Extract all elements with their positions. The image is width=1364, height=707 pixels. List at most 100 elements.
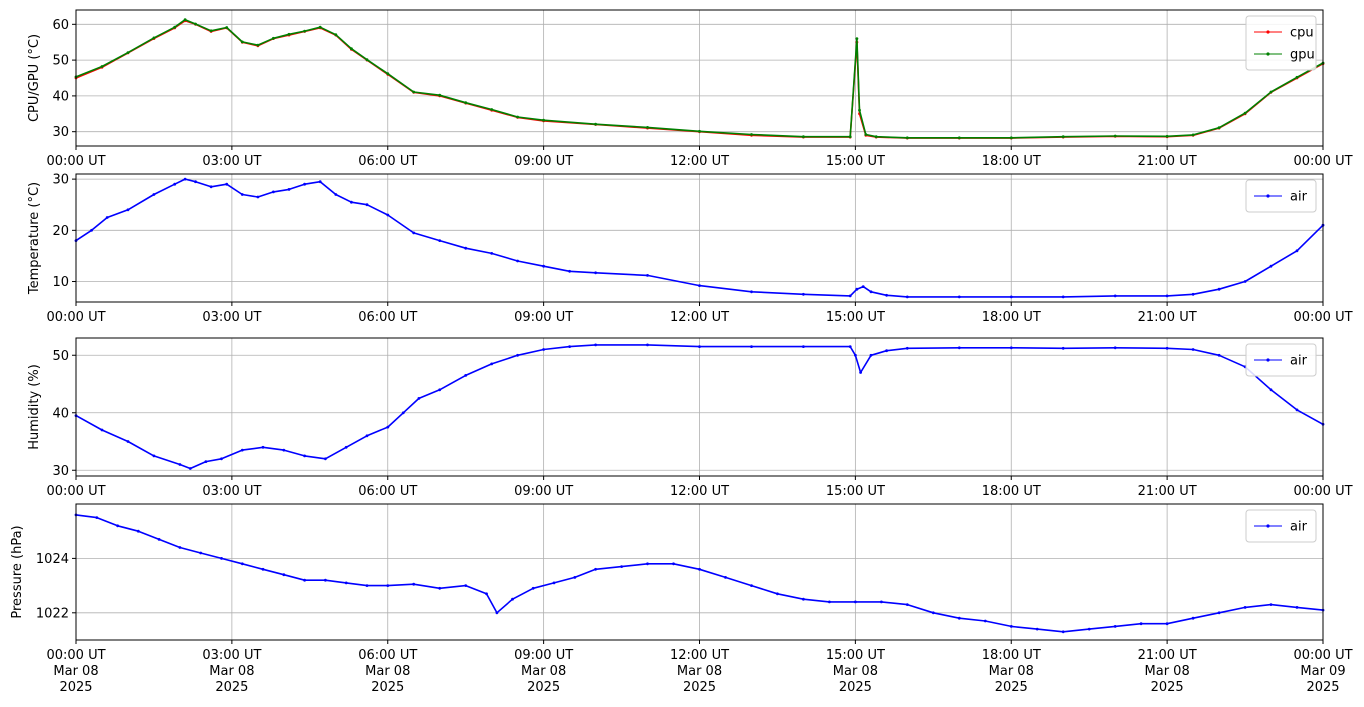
data-point-air bbox=[646, 562, 649, 566]
data-point-air bbox=[464, 584, 468, 587]
data-point-air bbox=[957, 346, 961, 350]
data-point-air bbox=[90, 228, 93, 232]
data-point-air bbox=[157, 538, 161, 541]
data-point-gpu bbox=[412, 90, 416, 94]
data-point-air bbox=[490, 252, 494, 255]
data-point-gpu bbox=[287, 32, 291, 36]
y-tick-label: 60 bbox=[52, 18, 69, 33]
legend: air bbox=[1245, 509, 1317, 543]
data-point-air bbox=[776, 592, 779, 596]
y-tick-label: 1024 bbox=[36, 552, 69, 567]
legend-swatch-marker bbox=[1266, 194, 1270, 198]
data-point-air bbox=[1113, 625, 1117, 628]
y-tick-label: 50 bbox=[52, 54, 69, 69]
data-point-air bbox=[802, 292, 805, 296]
data-point-gpu bbox=[194, 22, 197, 26]
data-point-air bbox=[1269, 264, 1273, 268]
data-point-air bbox=[303, 578, 306, 582]
data-point-air bbox=[698, 284, 701, 287]
y-axis-label: Pressure (hPa) bbox=[10, 525, 25, 618]
data-point-gpu bbox=[1243, 111, 1247, 115]
data-point-air bbox=[620, 565, 623, 568]
data-point-gpu bbox=[516, 115, 519, 119]
data-point-air bbox=[869, 290, 873, 294]
data-point-gpu bbox=[802, 135, 805, 139]
data-point-air bbox=[1087, 627, 1091, 631]
data-point-air bbox=[855, 287, 859, 291]
legend: cpu gpu bbox=[1245, 15, 1317, 71]
x-tick-label: 00:00 UT bbox=[1293, 310, 1352, 325]
x-tick-label: 15:00 UT bbox=[826, 484, 885, 499]
data-point-air bbox=[365, 203, 369, 207]
x-tick-label: 15:00 UT bbox=[826, 310, 885, 325]
legend-box bbox=[1245, 15, 1317, 71]
x-tick-label: 18:00 UT bbox=[982, 484, 1041, 499]
y-tick-label: 30 bbox=[52, 173, 69, 188]
data-point-gpu bbox=[334, 33, 338, 37]
data-point-air bbox=[885, 349, 888, 353]
x-tick-label: 18:00 UT bbox=[982, 310, 1041, 325]
data-point-air bbox=[905, 603, 909, 606]
legend: air bbox=[1245, 179, 1317, 213]
data-point-air bbox=[256, 195, 260, 199]
x-tick-label: 15:00 UT bbox=[826, 154, 885, 169]
data-point-air bbox=[698, 567, 701, 571]
data-point-gpu bbox=[1295, 75, 1299, 79]
data-point-air bbox=[282, 448, 286, 452]
data-point-air bbox=[365, 584, 369, 587]
data-point-air bbox=[438, 239, 442, 243]
data-point-air bbox=[324, 457, 327, 461]
data-point-air bbox=[344, 445, 348, 449]
data-point-air bbox=[531, 586, 535, 590]
data-point-air bbox=[750, 584, 753, 587]
data-point-air bbox=[1217, 353, 1221, 357]
data-point-air bbox=[225, 182, 229, 186]
y-tick-label: 30 bbox=[52, 464, 69, 479]
data-point-gpu bbox=[1217, 126, 1221, 130]
data-point-air bbox=[183, 177, 187, 181]
data-point-air bbox=[1217, 287, 1221, 291]
data-point-gpu bbox=[490, 108, 494, 111]
data-point-air bbox=[802, 597, 805, 601]
legend-swatch-marker bbox=[1266, 358, 1270, 362]
y-tick-label: 10 bbox=[52, 275, 69, 290]
data-point-air bbox=[438, 586, 442, 590]
data-point-air bbox=[1295, 606, 1299, 609]
data-point-air bbox=[490, 362, 494, 366]
data-point-air bbox=[495, 611, 499, 615]
data-point-gpu bbox=[209, 29, 213, 33]
data-point-gpu bbox=[464, 101, 468, 105]
data-point-air bbox=[417, 397, 421, 400]
data-point-air bbox=[401, 411, 405, 415]
data-point-air bbox=[516, 259, 519, 263]
data-point-air bbox=[116, 524, 119, 528]
legend-label: air bbox=[1290, 354, 1308, 369]
data-point-air bbox=[511, 597, 514, 601]
y-tick-label: 40 bbox=[52, 89, 69, 104]
x-tick-label: 21:00 UT Mar 08 2025 bbox=[1138, 648, 1197, 695]
legend-label: cpu bbox=[1290, 26, 1314, 41]
data-point-air bbox=[173, 182, 177, 186]
data-point-air bbox=[412, 231, 416, 235]
legend-swatch-marker bbox=[1266, 30, 1270, 34]
series-line-air bbox=[75, 514, 1324, 633]
x-tick-label: 03:00 UT bbox=[202, 484, 261, 499]
data-point-air bbox=[152, 454, 156, 458]
data-point-air bbox=[334, 193, 338, 196]
data-point-air bbox=[464, 246, 468, 250]
data-point-air bbox=[672, 562, 675, 566]
data-point-gpu bbox=[438, 93, 442, 97]
data-point-air bbox=[848, 294, 852, 298]
data-point-air bbox=[386, 425, 390, 429]
data-point-air bbox=[204, 460, 208, 463]
legend-swatch-marker bbox=[1266, 524, 1270, 528]
x-tick-label: 09:00 UT bbox=[514, 154, 573, 169]
y-axis-label: CPU/GPU (°C) bbox=[27, 34, 42, 122]
x-tick-label: 00:00 UT bbox=[46, 484, 105, 499]
data-point-air bbox=[516, 353, 519, 357]
x-tick-label: 09:00 UT bbox=[514, 310, 573, 325]
data-point-air bbox=[95, 516, 99, 519]
data-point-air bbox=[750, 290, 753, 294]
x-tick-label: 00:00 UT Mar 09 2025 bbox=[1293, 648, 1352, 695]
